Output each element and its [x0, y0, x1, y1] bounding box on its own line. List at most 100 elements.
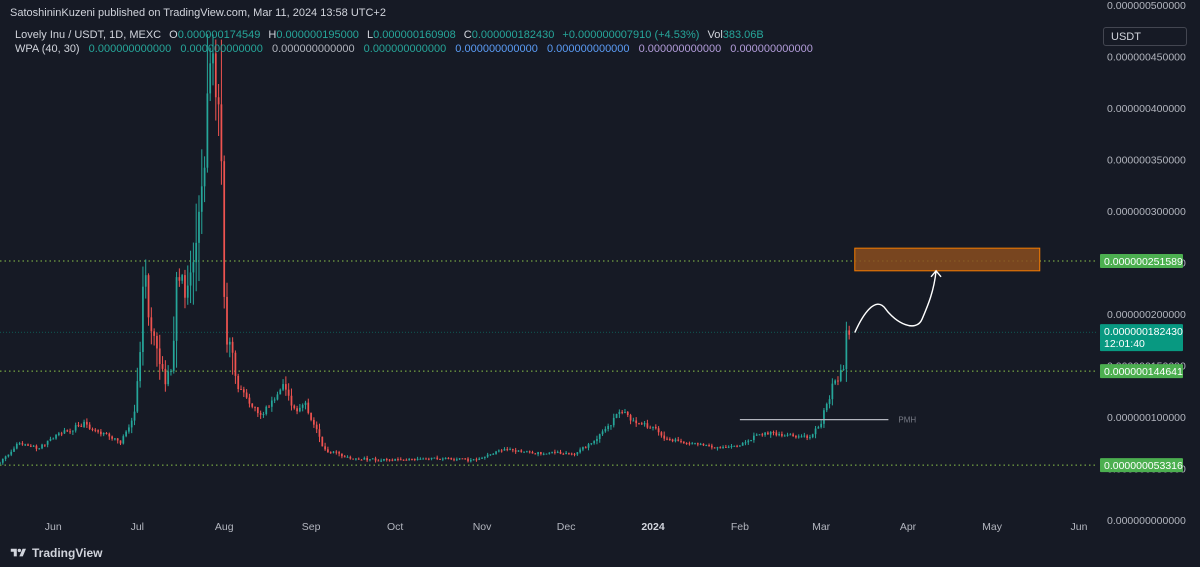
candle — [441, 457, 444, 462]
indicator-line: WPA (40, 30) 0.000000000000 0.0000000000… — [15, 43, 813, 55]
candle — [125, 430, 127, 438]
candle-body — [531, 451, 534, 454]
level-price-tag — [1100, 364, 1183, 379]
candle-body — [71, 430, 74, 432]
candle — [122, 434, 125, 445]
candle-body — [839, 370, 842, 381]
currency-selector[interactable]: USDT — [1103, 27, 1187, 46]
candle — [355, 458, 357, 461]
candle-body — [69, 431, 71, 433]
candle — [57, 431, 60, 437]
candle-body — [817, 427, 820, 429]
candle — [688, 441, 691, 446]
candle — [158, 334, 161, 380]
candle — [405, 458, 408, 461]
candle-body — [783, 435, 786, 437]
candle-body — [352, 458, 354, 460]
candle-body — [10, 451, 13, 455]
candle-body — [7, 454, 10, 457]
candle — [156, 332, 158, 367]
close-label: C — [464, 29, 472, 41]
candle-body — [828, 399, 831, 404]
candle-body — [699, 443, 702, 445]
candle-body — [837, 380, 839, 382]
candle — [13, 446, 15, 452]
candle — [537, 451, 539, 457]
candle-body — [526, 451, 528, 453]
candle-body — [640, 423, 643, 425]
candle-body — [228, 341, 231, 345]
candle-body — [198, 211, 200, 243]
time-axis[interactable]: Jun Jul Aug Sep Oct Nov Dec 2024 Feb Mar Apr May Jun — [45, 521, 1088, 533]
candle — [71, 430, 74, 435]
candle — [231, 337, 234, 375]
candle-body — [307, 402, 310, 413]
candle — [352, 458, 354, 460]
candle — [618, 409, 621, 418]
y-tick-label: 0.000000000000 — [1107, 515, 1186, 527]
candle-body — [405, 459, 408, 461]
candle-body — [301, 404, 304, 408]
candle-body — [831, 383, 834, 400]
candle — [91, 427, 94, 432]
candle — [632, 417, 635, 422]
candle-body — [49, 438, 52, 441]
candle-body — [582, 447, 584, 450]
y-tick-label: 0.000000100000 — [1107, 412, 1186, 424]
candle-body — [105, 432, 108, 434]
candle-body — [716, 447, 719, 449]
candle — [184, 269, 186, 309]
candle — [559, 449, 562, 455]
candle-body — [823, 410, 825, 424]
open-value: 0.000000174549 — [178, 29, 261, 41]
candle — [540, 451, 542, 456]
candle — [214, 39, 217, 121]
candle-body — [598, 434, 601, 439]
candle-body — [91, 428, 94, 430]
candle — [478, 457, 481, 461]
candle-body — [369, 459, 371, 461]
candle — [719, 446, 722, 449]
candle-body — [262, 414, 265, 416]
candle — [88, 422, 91, 430]
candle — [803, 432, 806, 438]
candle-body — [209, 63, 212, 94]
candle — [212, 34, 214, 86]
candle-body — [635, 420, 638, 424]
candle — [705, 444, 708, 447]
candle-body — [324, 446, 326, 450]
candle — [724, 444, 727, 448]
candle-body — [184, 275, 186, 298]
candle-body — [590, 443, 593, 445]
candle — [472, 458, 475, 461]
candle — [772, 430, 775, 436]
candle — [248, 393, 251, 408]
candle-body — [467, 458, 469, 462]
candle-body — [313, 419, 315, 425]
candle-body — [724, 446, 727, 448]
candle — [713, 447, 716, 449]
candle — [475, 457, 478, 462]
candle-body — [447, 457, 450, 459]
candle-body — [18, 443, 21, 445]
candle-body — [646, 423, 649, 428]
candle — [615, 413, 618, 419]
candle — [458, 458, 461, 461]
candle-body — [130, 420, 133, 428]
candle — [307, 398, 310, 415]
indicator-value-4: 0.000000000000 — [364, 43, 447, 55]
candle-body — [764, 432, 766, 435]
candle — [380, 458, 383, 463]
tradingview-logo[interactable]: TradingView — [10, 546, 102, 560]
candle-body — [753, 435, 755, 441]
candle — [691, 441, 694, 445]
candle — [643, 420, 646, 427]
candle — [402, 459, 405, 461]
candle — [268, 404, 270, 408]
candle — [593, 440, 596, 445]
candle-body — [517, 450, 520, 452]
candle-body — [458, 458, 461, 460]
candle — [360, 459, 363, 461]
candle — [548, 452, 551, 455]
